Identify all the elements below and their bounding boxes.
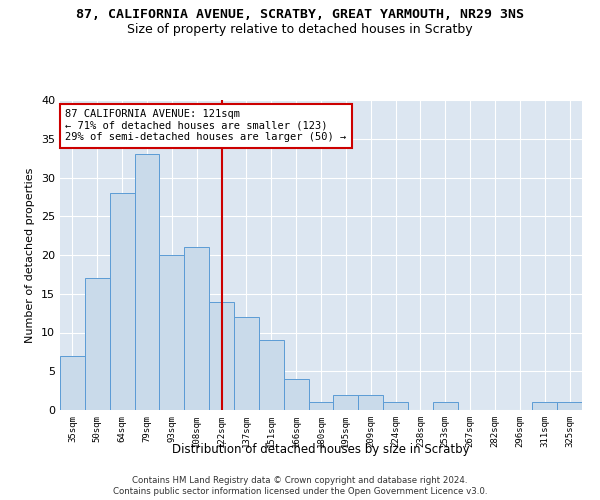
Bar [532,402,557,410]
Bar [134,154,160,410]
Bar [184,247,209,410]
Bar [383,402,408,410]
Bar [160,255,184,410]
Bar [234,317,259,410]
Text: Contains HM Land Registry data © Crown copyright and database right 2024.: Contains HM Land Registry data © Crown c… [132,476,468,485]
Text: 87 CALIFORNIA AVENUE: 121sqm
← 71% of detached houses are smaller (123)
29% of s: 87 CALIFORNIA AVENUE: 121sqm ← 71% of de… [65,110,346,142]
Bar [334,394,358,410]
Bar [557,402,582,410]
Y-axis label: Number of detached properties: Number of detached properties [25,168,35,342]
Text: Distribution of detached houses by size in Scratby: Distribution of detached houses by size … [172,442,470,456]
Bar [308,402,334,410]
Bar [85,278,110,410]
Bar [259,340,284,410]
Bar [284,379,308,410]
Bar [358,394,383,410]
Bar [209,302,234,410]
Bar [60,356,85,410]
Bar [110,193,134,410]
Text: Contains public sector information licensed under the Open Government Licence v3: Contains public sector information licen… [113,487,487,496]
Bar [433,402,458,410]
Text: Size of property relative to detached houses in Scratby: Size of property relative to detached ho… [127,22,473,36]
Text: 87, CALIFORNIA AVENUE, SCRATBY, GREAT YARMOUTH, NR29 3NS: 87, CALIFORNIA AVENUE, SCRATBY, GREAT YA… [76,8,524,20]
